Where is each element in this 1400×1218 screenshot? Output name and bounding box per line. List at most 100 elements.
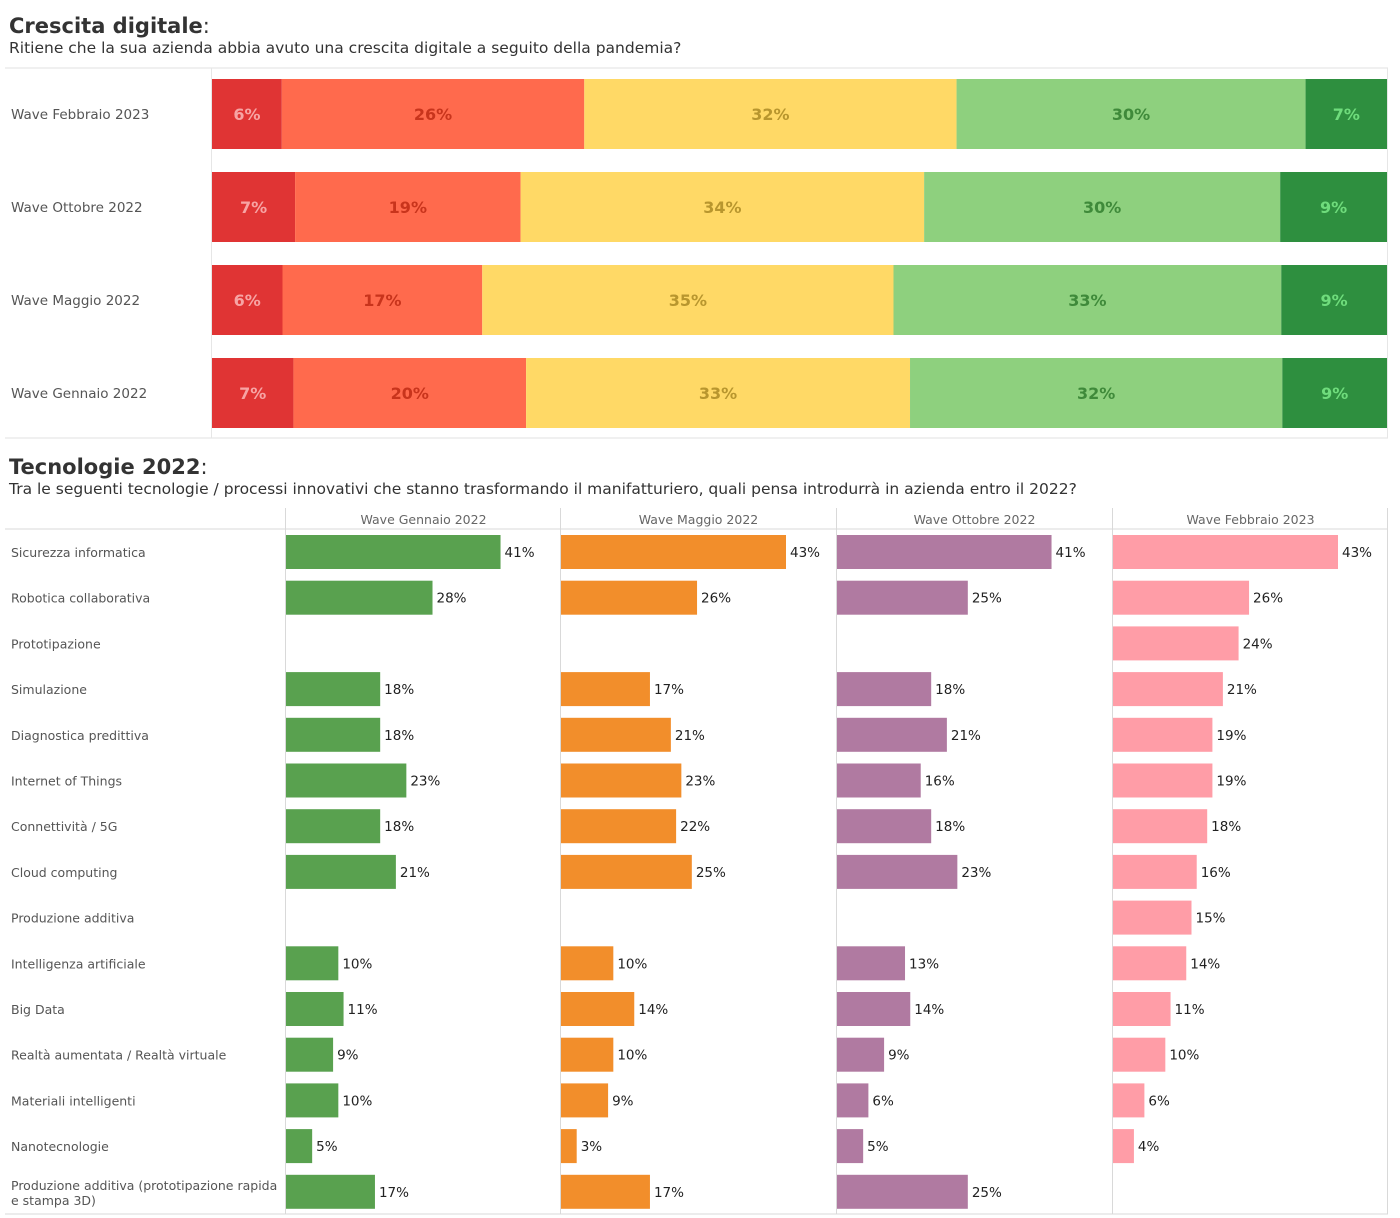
bar — [1113, 854, 1197, 889]
row-label: Produzione additiva — [11, 911, 134, 926]
stacked-segment — [212, 79, 282, 149]
bar — [1113, 763, 1213, 798]
stacked-segment — [520, 172, 925, 242]
bar-value-label: 26% — [701, 591, 731, 607]
bar — [286, 809, 381, 844]
row-label-line: e stampa 3D) — [11, 1193, 96, 1208]
stacked-segment — [893, 265, 1282, 335]
stacked-segment — [281, 79, 585, 149]
bar-value-label: 23% — [685, 774, 715, 790]
bar — [286, 1083, 339, 1118]
row-label: Robotica collaborativa — [11, 591, 150, 606]
bar — [286, 580, 433, 615]
bar-value-label: 6% — [872, 1093, 894, 1109]
bar-value-label: 14% — [914, 1002, 944, 1018]
bar — [561, 992, 635, 1026]
bar-value-label: 10% — [1169, 1048, 1199, 1064]
row-label: Wave Maggio 2022 — [11, 293, 140, 309]
bar-value-label: 23% — [410, 774, 440, 790]
bar-value-label: 14% — [1190, 956, 1220, 972]
bar — [1113, 809, 1208, 844]
bar — [837, 580, 968, 615]
bar-value-label: 18% — [384, 819, 414, 835]
section-subtitle-tecnologie: Tra le seguenti tecnologie / processi in… — [9, 480, 1077, 498]
bar-value-label: 17% — [654, 1185, 684, 1201]
segment-label: 9% — [1320, 198, 1347, 217]
stacked-segment — [1281, 265, 1387, 335]
stacked-segment — [956, 79, 1306, 149]
row-label: Wave Ottobre 2022 — [11, 200, 143, 216]
row-label: Nanotecnologie — [11, 1139, 109, 1154]
bar — [837, 717, 947, 752]
bar — [837, 672, 932, 707]
bar — [1113, 1129, 1134, 1164]
bar — [1113, 1083, 1145, 1118]
column-header: Wave Febbraio 2023 — [1186, 512, 1314, 527]
bar — [561, 809, 677, 844]
bar — [1113, 672, 1223, 707]
bar-value-label: 21% — [1227, 682, 1257, 698]
bar-value-label: 21% — [400, 865, 430, 881]
stacked-segment — [924, 172, 1281, 242]
bar-value-label: 9% — [612, 1093, 634, 1109]
stacked-segment — [482, 265, 894, 335]
bar — [837, 946, 906, 981]
bar — [837, 1129, 864, 1164]
bar-value-label: 5% — [316, 1139, 338, 1155]
bar — [1113, 717, 1213, 752]
bar — [286, 946, 339, 981]
segment-label: 7% — [239, 384, 266, 403]
stacked-segment — [212, 265, 283, 335]
stacked-segment — [212, 358, 294, 428]
bar-value-label: 17% — [379, 1185, 409, 1201]
segment-label: 32% — [751, 105, 789, 124]
bar — [1113, 626, 1239, 661]
bar-value-label: 25% — [696, 865, 726, 881]
bar-value-label: 14% — [638, 1002, 668, 1018]
row-label: Produzione additiva (prototipazione rapi… — [11, 1178, 277, 1208]
bar-value-label: 3% — [581, 1139, 603, 1155]
bar — [837, 1037, 885, 1072]
bar-value-label: 28% — [437, 591, 467, 607]
bar — [561, 672, 650, 707]
bar — [561, 1083, 609, 1118]
bar-value-label: 22% — [680, 819, 710, 835]
row-label: Connettività / 5G — [11, 819, 117, 834]
bar-value-label: 13% — [909, 956, 939, 972]
segment-label: 20% — [391, 384, 429, 403]
bar-value-label: 19% — [1216, 774, 1246, 790]
bar-value-label: 18% — [935, 819, 965, 835]
bar — [561, 535, 786, 569]
column-header: Wave Maggio 2022 — [639, 512, 759, 527]
segment-label: 9% — [1321, 384, 1348, 403]
bar-value-label: 10% — [617, 956, 647, 972]
row-label: Internet of Things — [11, 774, 122, 789]
segment-label: 33% — [699, 384, 737, 403]
bar-value-label: 43% — [1342, 545, 1372, 561]
bar — [1113, 900, 1192, 935]
bar-value-label: 16% — [925, 774, 955, 790]
bar — [1113, 535, 1338, 569]
bar — [1113, 946, 1187, 981]
row-label: Diagnostica predittiva — [11, 728, 149, 743]
segment-label: 34% — [703, 198, 741, 217]
segment-label: 19% — [389, 198, 427, 217]
bar — [837, 809, 932, 844]
bar-value-label: 11% — [348, 1002, 378, 1018]
segment-label: 9% — [1321, 291, 1348, 310]
bar-value-label: 9% — [337, 1048, 359, 1064]
section-title-crescita: Crescita digitale: — [9, 14, 210, 38]
stacked-segment — [293, 358, 527, 428]
bar — [286, 1174, 375, 1209]
bar — [286, 717, 381, 752]
bar-value-label: 41% — [505, 545, 535, 561]
bar-value-label: 19% — [1216, 728, 1246, 744]
bar — [286, 535, 501, 569]
bar — [561, 1129, 577, 1164]
bar-value-label: 43% — [790, 545, 820, 561]
row-label-line: Produzione additiva (prototipazione rapi… — [11, 1178, 277, 1193]
row-label: Intelligenza artificiale — [11, 956, 146, 971]
bar — [286, 672, 381, 707]
bar — [1113, 992, 1171, 1026]
